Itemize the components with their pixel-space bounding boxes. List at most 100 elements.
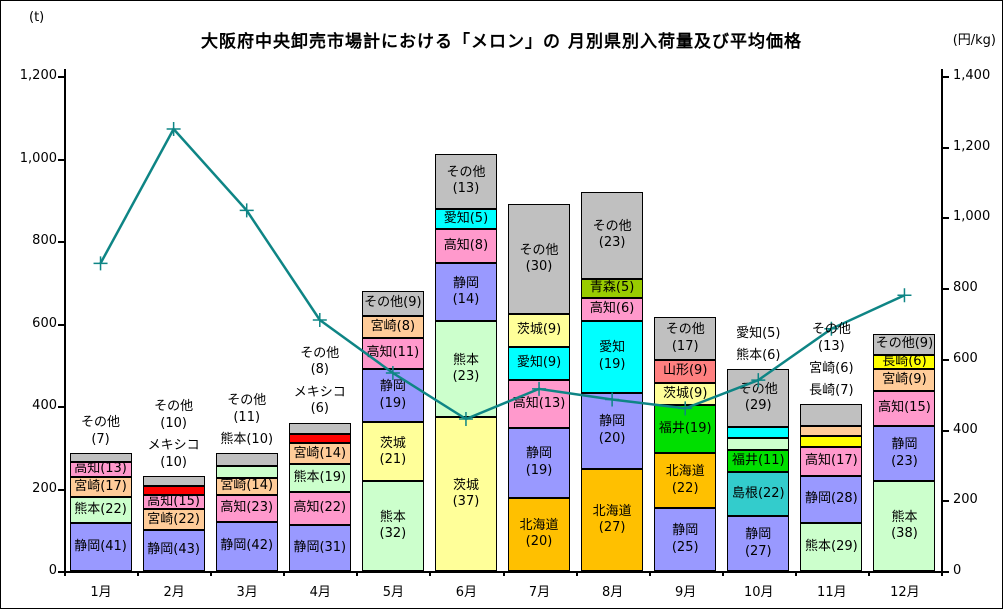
right-axis-tick	[943, 217, 949, 220]
bar-segment-高知: 高知(13)	[508, 380, 571, 428]
left-axis-tick-label: 0	[48, 563, 57, 578]
bar-segment-茨城: 茨城(9)	[508, 314, 571, 348]
bar-segment-高知: 高知(6)	[581, 297, 644, 321]
bar-segment-label: 茨城 (37)	[452, 477, 480, 509]
bar-segment-高知: 高知(15)	[142, 494, 205, 510]
chart-title: 大阪府中央卸売市場計における「メロン」の 月別県別入荷量及び平均価格	[201, 32, 802, 52]
bar-segment-その他	[800, 403, 863, 426]
bar-segment-label: 高知(15)	[147, 494, 200, 510]
bar-segment-熊本	[215, 466, 278, 479]
outside-segment-label: 熊本(10)	[220, 432, 274, 448]
month-label: 3月	[236, 585, 258, 600]
bar-segment-label: 静岡(41)	[74, 538, 127, 554]
bar-segment-label: 茨城(9)	[662, 385, 708, 401]
bar-segment-label: 静岡 (19)	[525, 446, 553, 478]
bar-segment-その他	[215, 453, 278, 467]
bar-segment-label: 青森(5)	[589, 280, 635, 296]
right-axis-tick-label: 200	[953, 492, 978, 508]
left-axis-tick-label: 1,200	[19, 68, 57, 83]
bar-segment-その他: その他 (23)	[581, 191, 644, 279]
bar-segment-その他: その他(9)	[873, 333, 936, 356]
price-point-marker	[239, 203, 254, 218]
bar-segment-その他	[69, 453, 132, 462]
bar-segment-label: 高知(8)	[443, 237, 489, 253]
bar-segment-熊本: 熊本(29)	[800, 522, 863, 571]
bar-segment-label: 愛知(9)	[516, 355, 562, 371]
bar-segment-label: 宮崎(8)	[370, 318, 416, 334]
bar-segment-宮崎: 宮崎(22)	[142, 509, 205, 531]
bar-segment-label: 熊本(19)	[293, 470, 347, 486]
bar-segment-label: 熊本 (23)	[452, 352, 480, 384]
bar-segment-愛知	[727, 427, 790, 438]
bar-segment-茨城: 茨城(9)	[654, 382, 717, 406]
bar-segment-label: 高知(23)	[220, 499, 274, 515]
left-axis-tick-label: 600	[32, 315, 57, 331]
bar-segment-山形: 山形(9)	[654, 360, 717, 383]
month-label: 1月	[90, 585, 112, 600]
bar-segment-label: 静岡(43)	[147, 542, 200, 558]
bar-segment-メキシコ	[288, 434, 351, 444]
bar-segment-label: 高知(13)	[74, 461, 127, 477]
left-axis-tick	[58, 241, 64, 243]
bar-segment-label: その他 (23)	[592, 218, 632, 251]
right-axis-unit: (円/kg)	[952, 33, 996, 48]
bar-segment-label: 茨城(9)	[516, 322, 562, 338]
bar-segment-その他: その他(17)	[654, 317, 717, 360]
right-axis-tick-label: 600	[953, 350, 978, 366]
left-axis-tick	[58, 488, 64, 491]
outside-segment-label: 長崎(7)	[809, 382, 854, 398]
month-label: 8月	[601, 585, 624, 600]
bar-segment-label: 長崎(6)	[882, 354, 927, 370]
bar-segment-静岡: 静岡 (25)	[654, 508, 717, 571]
right-axis-tick	[943, 146, 949, 149]
bar-segment-熊本: 熊本 (32)	[361, 481, 424, 571]
left-axis-tick	[58, 323, 64, 326]
bar-segment-島根: 島根(22)	[727, 471, 790, 517]
bar-segment-label: その他 (30)	[519, 242, 559, 274]
bar-segment-北海道: 北海道 (27)	[581, 468, 644, 571]
left-axis-tick-label: 1,000	[19, 150, 57, 166]
bar-segment-高知: 高知(13)	[69, 461, 132, 477]
x-axis-tick	[429, 571, 432, 576]
left-axis-tick	[58, 571, 64, 573]
left-axis-tick-label: 400	[32, 398, 57, 413]
bar-segment-静岡: 静岡(43)	[142, 530, 205, 571]
x-axis-tick	[64, 571, 66, 576]
bar-segment-高知: 高知(15)	[873, 390, 936, 427]
bar-segment-label: 静岡 (14)	[452, 275, 480, 307]
bar-segment-label: 静岡 (23)	[891, 437, 918, 469]
bar-segment-福井: 福井(11)	[727, 449, 790, 472]
bar-segment-静岡: 静岡 (19)	[508, 427, 571, 498]
bar-segment-その他	[142, 476, 205, 486]
bar-segment-label: 静岡 (19)	[379, 379, 407, 411]
bar-segment-静岡: 静岡(31)	[288, 524, 351, 571]
bar-segment-北海道: 北海道 (22)	[654, 452, 717, 509]
bar-segment-その他: その他 (13)	[434, 154, 497, 209]
bar-segment-高知: 高知(11)	[361, 338, 424, 370]
bar-segment-高知: 高知(22)	[288, 492, 351, 525]
bar-segment-label: 愛知 (19)	[598, 340, 626, 372]
bar-segment-label: その他 (13)	[446, 165, 486, 197]
x-axis-tick	[356, 571, 359, 576]
bar-segment-label: その他(9)	[875, 336, 934, 352]
bar-segment-label: 熊本 (38)	[891, 509, 918, 541]
bar-segment-label: 熊本 (32)	[379, 509, 407, 542]
month-label: 2月	[163, 585, 185, 600]
bar-segment-label: 福井(19)	[658, 420, 712, 436]
bar-segment-その他: その他 (29)	[727, 368, 790, 428]
bar-segment-label: 静岡(31)	[293, 539, 347, 555]
bar-segment-label: 北海道 (20)	[519, 518, 559, 550]
bar-segment-label: その他(9)	[364, 294, 422, 310]
bar-segment-青森: 青森(5)	[581, 278, 644, 298]
price-point-marker	[93, 256, 108, 271]
bar-segment-label: 静岡(28)	[805, 491, 858, 507]
bar-segment-静岡: 静岡 (19)	[361, 369, 424, 423]
right-axis-tick-label: 0	[953, 563, 962, 578]
x-axis-tick	[867, 571, 870, 576]
bar-segment-label: 高知(13)	[512, 395, 566, 411]
bar-segment-label: 静岡 (25)	[671, 523, 699, 555]
bar-segment-label: 高知(6)	[589, 301, 635, 316]
right-axis-tick	[943, 571, 949, 573]
bar-segment-label: 宮崎(22)	[147, 511, 200, 527]
